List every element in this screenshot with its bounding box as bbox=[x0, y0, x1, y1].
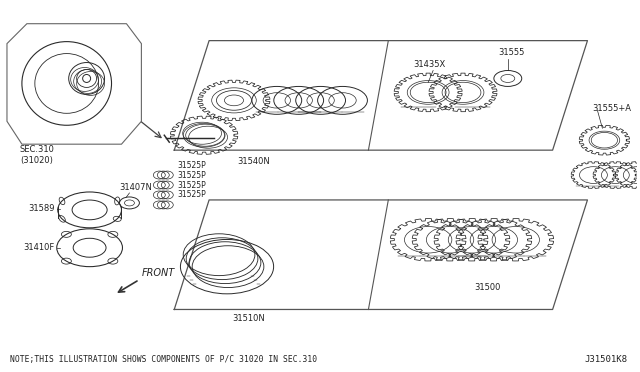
Text: 31410F: 31410F bbox=[24, 243, 55, 252]
Text: SEC.310
(31020): SEC.310 (31020) bbox=[20, 145, 55, 164]
Text: FRONT: FRONT bbox=[141, 267, 175, 278]
Text: 31525P: 31525P bbox=[177, 161, 206, 170]
Text: 31555: 31555 bbox=[498, 48, 524, 57]
Text: 31589: 31589 bbox=[28, 204, 55, 214]
Text: 31407N: 31407N bbox=[120, 183, 152, 192]
Text: J31501K8: J31501K8 bbox=[584, 355, 627, 364]
Text: 31510N: 31510N bbox=[232, 314, 266, 323]
Text: 31500: 31500 bbox=[475, 283, 501, 292]
Text: 31525P: 31525P bbox=[177, 170, 206, 180]
Text: NOTE;THIS ILLUSTRATION SHOWS COMPONENTS OF P/C 31020 IN SEC.310: NOTE;THIS ILLUSTRATION SHOWS COMPONENTS … bbox=[10, 355, 317, 364]
Text: 31555+A: 31555+A bbox=[593, 104, 632, 113]
Text: 31435X: 31435X bbox=[413, 60, 445, 68]
Text: 31525P: 31525P bbox=[177, 180, 206, 189]
Text: 31540N: 31540N bbox=[237, 157, 270, 166]
Text: 31525P: 31525P bbox=[177, 190, 206, 199]
